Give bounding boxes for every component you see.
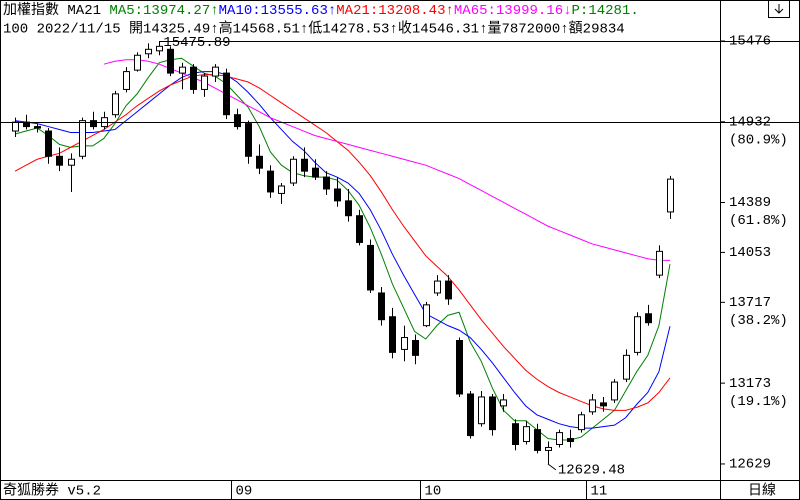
info-line: 加權指數 MA21 MA5:13974.27↑MA10:13555.63↑MA2… (3, 2, 639, 19)
candle-body (234, 114, 241, 128)
candle-body (145, 48, 152, 55)
candle-body (667, 178, 674, 213)
candle-body (68, 158, 75, 166)
x-tick-label: 09 (236, 484, 253, 500)
candle-body (256, 155, 263, 169)
candle-body (190, 66, 197, 90)
candle-body (401, 337, 408, 350)
candle-body (567, 438, 574, 443)
candle-body (589, 399, 596, 413)
candle-body (56, 155, 63, 166)
candle-body (212, 66, 219, 77)
candle-body (578, 414, 585, 431)
candle-body (623, 354, 630, 380)
y-tick-label: 13173 (729, 376, 771, 392)
candle-body (356, 215, 363, 243)
candle-body (545, 446, 552, 451)
fib-label: (80.9%) (729, 133, 788, 149)
fib-label: (38.2%) (729, 313, 788, 329)
candle-body (611, 381, 618, 401)
candle-body (656, 250, 663, 276)
candle-body (556, 432, 563, 445)
candle-body (223, 72, 230, 116)
fib-label: (61.8%) (729, 213, 788, 229)
candle-body (434, 280, 441, 294)
candle-body (500, 399, 507, 407)
y-tick-label: 13717 (729, 295, 771, 311)
candle-body (12, 121, 19, 132)
candle-body (534, 429, 541, 451)
candle-body (412, 340, 419, 356)
fib-label: (19.1%) (729, 394, 788, 410)
candle-body (367, 244, 374, 291)
info-segment: P:14281. (572, 3, 639, 19)
candle-body (523, 426, 530, 443)
candle-body (478, 396, 485, 425)
info-segment: MA65:13999.16↓ (454, 3, 572, 19)
candle-body (290, 158, 297, 184)
info-segment: 加權指數 MA21 (3, 2, 109, 19)
x-tick-label: 11 (591, 484, 608, 500)
low-label: 12629.48 (558, 463, 625, 479)
y-tick-label: 14389 (729, 195, 771, 211)
candle-body (378, 292, 385, 321)
plot-area (12, 41, 674, 464)
y-tick-label: 12629 (729, 457, 771, 473)
candle-body (167, 48, 174, 74)
candle-body (34, 126, 41, 129)
candle-body (445, 280, 452, 300)
info-line: 100 2022/11/15 開14325.49↑高14568.51↑低1427… (3, 20, 625, 38)
candle-body (323, 176, 330, 190)
moving-average-line (14, 74, 671, 411)
footer-label: 日線 (748, 483, 776, 500)
candle-body (123, 71, 130, 90)
candle-body (312, 167, 319, 178)
info-segment: MA10:13555.63↑ (219, 3, 337, 19)
footer-label: 奇狐勝券 v5.2 (3, 482, 101, 500)
high-label: 15475.89 (163, 35, 230, 51)
candle-body (90, 120, 97, 128)
candle-body (156, 45, 163, 52)
candle-body (301, 158, 308, 172)
candle-body (600, 402, 607, 407)
candle-body (645, 313, 652, 324)
candle-body (245, 123, 252, 157)
candle-body (45, 130, 52, 157)
candle-body (512, 423, 519, 445)
candle-body (267, 170, 274, 193)
candle-body (389, 316, 396, 353)
candle-body (278, 185, 285, 194)
low-leader (547, 463, 557, 471)
candle-body (112, 93, 119, 116)
moving-average-line (103, 59, 671, 261)
candle-body (179, 66, 186, 74)
candle-body (634, 316, 641, 353)
info-segment: MA5:13974.27↑ (109, 3, 218, 19)
x-tick-label: 10 (425, 484, 442, 500)
y-tick-label: 14053 (729, 245, 771, 261)
button-icon (774, 4, 784, 14)
candle-body (79, 120, 86, 157)
info-segment: MA21:13208.43↑ (336, 3, 454, 19)
candle-body (489, 396, 496, 431)
candle-body (467, 393, 474, 437)
candle-body (345, 200, 352, 217)
candle-body (334, 188, 341, 202)
candle-body (134, 54, 141, 71)
candle-body (423, 304, 430, 327)
candle-body (456, 340, 463, 395)
candle-body (201, 75, 208, 90)
